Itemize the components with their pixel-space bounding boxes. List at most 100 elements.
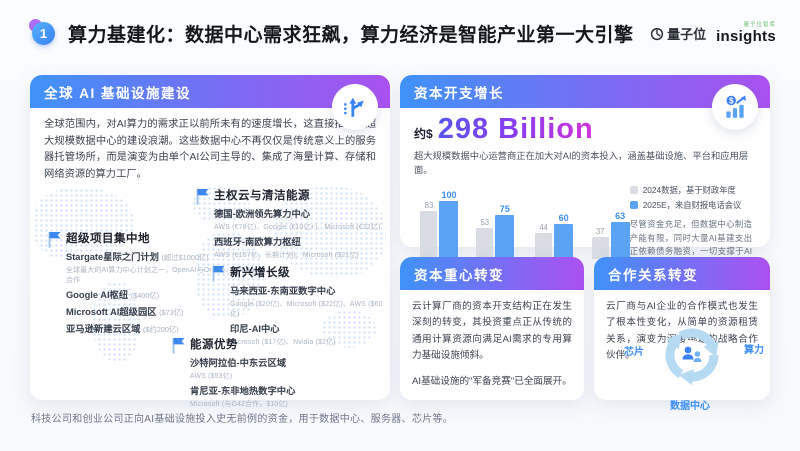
bar	[535, 233, 553, 259]
callout-item-detail: Microsoft ($17亿)、Nvidia ($2亿)	[230, 338, 336, 346]
capital-shift-p1: 云计算厂商的资本开支结构正在发生深刻的转变，其投资重点正从传统的通用计算资源向满…	[412, 301, 572, 361]
callout-item-name: 沙特阿拉伯-中东云区域	[190, 357, 287, 368]
map-continent-north-america	[34, 187, 134, 260]
footer-note: 科技公司和创业公司正向AI基础设施投入史无前例的资金，用于数据中心、服务器、芯片…	[31, 414, 454, 425]
callout-item-detail: Microsoft (与G42合作，$10亿)	[190, 400, 289, 408]
map-callout: 主权云与清洁能源 德国-欧洲领先算力中心 AWS (€78亿)、Google (€1…	[196, 187, 381, 259]
global-infrastructure-intro: 全球范围内，对AI算力的需求正以前所未有的速度增长，这直接推动了超大规模数据中心…	[44, 119, 376, 181]
callout-title: 新兴增长级	[230, 266, 290, 279]
people-icon	[682, 346, 702, 362]
callout-item-detail: Google ($20亿)、Microsoft ($22亿)、AWS ($60亿…	[230, 300, 383, 318]
cycle-arrows-icon	[665, 328, 719, 386]
global-infrastructure-header: 全球 AI 基础设施建设	[30, 75, 390, 108]
callout-item-name: Microsoft AI超级园区 ($73亿)	[66, 306, 184, 317]
insights-logo-sup: 量子位智库	[743, 21, 776, 28]
partnership-shift-header: 合作关系转变	[594, 257, 770, 290]
insights-logo-text: insights	[716, 28, 776, 46]
qbitai-logo: 量子位	[650, 24, 706, 43]
map-continent-africa	[196, 231, 264, 318]
callout-title: 超级项目集中地	[66, 232, 150, 245]
bar-value: 37	[595, 227, 605, 237]
map-continent-south-america	[92, 281, 140, 362]
diagram-label-chip: 芯片	[624, 347, 644, 358]
flag-icon	[48, 231, 61, 248]
legend-label: 2024数据，基于财政年度	[642, 185, 736, 195]
callout-item-name: 马来西亚-东南亚数字中心	[230, 285, 336, 296]
capital-shift-header: 资本重心转变	[400, 257, 584, 290]
map-callout: 超级项目集中地 Stargate星际之门计划 (超过$1000亿) 全球最大的AI算…	[48, 230, 263, 335]
insights-logo: 量子位智库 insights	[716, 21, 776, 46]
callout-item-name: 肯尼亚-东非地热数字中心	[190, 385, 296, 396]
flag-icon	[172, 337, 185, 354]
map-callout: 新兴增长级马来西亚-东南亚数字中心 Google ($20亿)、Microsoft…	[212, 264, 390, 346]
svg-text:$: $	[729, 96, 734, 105]
clock-icon	[650, 27, 664, 40]
callout-item-name: 亚马逊新建云区域 ($约200亿)	[66, 323, 179, 334]
directions-icon	[332, 84, 378, 130]
bar-value: 100	[441, 189, 457, 200]
callout-item-detail: 全球最大的AI算力中心计划之一，OpenAI与Oracle、SoftBank合作	[66, 266, 262, 284]
page-title: 算力基建化：数据中心需求狂飙，算力经济是智能产业第一大引擎	[68, 25, 634, 46]
legend-swatch	[629, 186, 638, 194]
badge-number: 1	[32, 21, 55, 45]
callout-item-note: (超过$1000亿)	[161, 252, 209, 262]
qbitai-logo-text: 量子位	[667, 27, 707, 42]
capex-headline: 约$ 298 Billion	[414, 113, 756, 146]
callout-item-detail: AWS ($53亿)	[190, 372, 233, 380]
money-growth-icon: $	[712, 84, 758, 130]
bar-value: 63	[615, 211, 626, 222]
diagram-label-datacenter: 数据中心	[670, 401, 710, 412]
capex-description: 超大规模数据中心运营商正在加大对AI的资本投入，涵盖基础设施、平台和应用层面。	[414, 151, 749, 175]
bar	[495, 215, 515, 259]
callout-item-name: Google AI枢纽 ($400亿)	[66, 289, 160, 300]
bar-value: 83	[424, 200, 434, 210]
bar	[420, 210, 438, 259]
bar-value: 53	[480, 218, 490, 228]
bar	[476, 228, 494, 259]
section-number-badge: 1	[29, 18, 56, 46]
callout-item-note: ($400亿)	[130, 290, 160, 300]
map-continent-asia	[274, 185, 386, 278]
capex-approx-prefix: 约$	[414, 127, 433, 141]
legend-swatch	[629, 201, 638, 209]
partnership-shift-body: 云厂商与AI企业的合作模式也发生了根本性变化，从简单的资源租赁关系，演变为深度绑…	[594, 290, 770, 364]
partnership-shift-card: 合作关系转变 云厂商与AI企业的合作模式也发生了根本性变化，从简单的资源租赁关系…	[594, 257, 770, 412]
callout-item-note: ($约200亿)	[142, 324, 179, 334]
partnership-cycle-diagram: 芯片 算力 数据中心	[616, 328, 766, 412]
bar	[591, 237, 609, 259]
legend-item: 2024数据，基于财政年度	[629, 184, 752, 196]
legend-item: 2025E，来自财报电话会议	[629, 199, 752, 211]
map-continent-australia	[322, 309, 376, 348]
legend-label: 2025E，来自财报电话会议	[642, 200, 742, 210]
capex-body: 约$ 298 Billion 超大规模数据中心运营商正在加大对AI的资本投入，涵…	[400, 108, 770, 273]
capex-big-number: 298 Billion	[437, 113, 594, 145]
callout-item-detail: AWS (€78亿)、Google (€10亿+)、Microsoft (€32…	[214, 223, 381, 231]
callout-title: 主权云与清洁能源	[214, 189, 310, 202]
diagram-label-power: 算力	[744, 345, 764, 356]
callout-item-note: ($73亿)	[159, 307, 184, 317]
capex-growth-card: 资本开支增长 $ 约$ 298 Billion 超大规模数据中心运营商正在加大对…	[400, 75, 770, 273]
capital-shift-card: 资本重心转变 云计算厂商的资本开支结构正在发生深刻的转变，其投资重点正从传统的通…	[400, 257, 584, 400]
map-callout: 能源优势 沙特阿拉伯-中东云区域 AWS ($53亿) 肯尼亚-东非地热数字中心 Mic…	[172, 336, 295, 408]
slide-header: 1 算力基建化：数据中心需求狂飙，算力经济是智能产业第一大引擎 量子位 量子位智…	[29, 18, 776, 47]
capital-shift-p2: AI基础设施的"军备竞赛"已全面展开。	[412, 376, 572, 388]
bar	[610, 222, 630, 259]
flag-icon	[212, 265, 225, 282]
capital-shift-body: 云计算厂商的资本开支结构正在发生深刻的转变，其投资重点正从传统的通用计算资源向满…	[400, 290, 584, 390]
partnership-shift-p1: 云厂商与AI企业的合作模式也发生了根本性变化，从简单的资源租赁关系，演变为深度绑…	[606, 301, 758, 361]
callout-item-name: 德国-欧洲领先算力中心	[214, 208, 311, 219]
capex-legend: 2024数据，基于财政年度 2025E，来自财报电话会议	[629, 184, 752, 211]
bar-value: 60	[558, 212, 569, 223]
world-map: 主权云与清洁能源 德国-欧洲领先算力中心 AWS (€78亿)、Google (€1…	[30, 185, 390, 416]
bar	[439, 200, 459, 259]
callout-item-name: Stargate星际之门计划 (超过$1000亿)	[66, 251, 209, 262]
capex-growth-header: 资本开支增长	[400, 75, 770, 108]
logos: 量子位 量子位智库 insights	[650, 21, 776, 46]
bar	[554, 223, 574, 259]
global-infrastructure-card: 全球 AI 基础设施建设 全球范围内，对AI算力的需求正以前所未有的速度增长，这…	[30, 75, 390, 408]
bar-value: 44	[539, 223, 549, 233]
flag-icon	[196, 188, 209, 205]
callout-item-name: 印尼-AI中心	[230, 323, 280, 334]
bar-value: 75	[499, 204, 510, 215]
